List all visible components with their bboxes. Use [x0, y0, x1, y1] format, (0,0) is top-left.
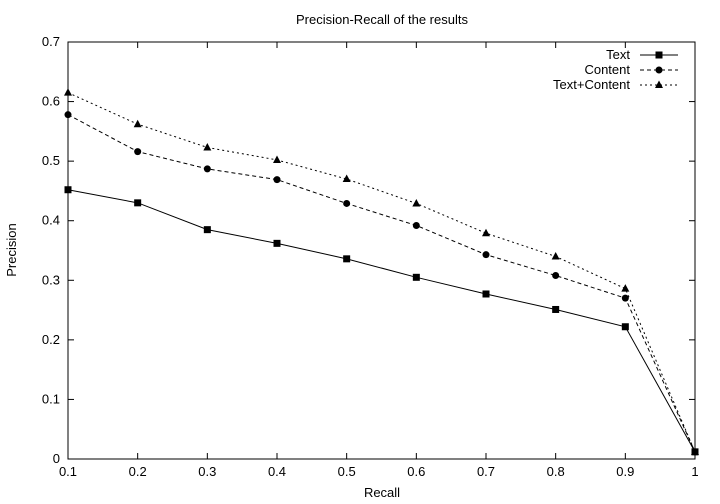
data-point-text-content [691, 447, 699, 455]
x-tick-label: 0.5 [338, 464, 356, 479]
legend-marker [655, 51, 663, 59]
legend-label: Text+Content [553, 77, 630, 92]
series-content [64, 111, 699, 456]
data-point-content [412, 221, 420, 229]
x-tick-label: 0.7 [477, 464, 495, 479]
data-point-text-content [621, 284, 630, 292]
data-point-content [273, 176, 281, 184]
series-line-text-content [67, 92, 696, 453]
x-axis-label: Recall [364, 485, 400, 500]
x-tick-label: 0.1 [59, 464, 77, 479]
y-tick-label: 0.7 [42, 34, 60, 49]
legend-marker [655, 66, 663, 74]
y-axis: 0 0.1 0.2 0.3 0.4 0.5 0.6 0.7 [42, 34, 695, 466]
y-tick-label: 0.2 [42, 332, 60, 347]
series-text-content [64, 88, 699, 455]
data-point-text [203, 226, 211, 234]
data-point-text [273, 239, 281, 247]
x-axis: 0.1 0.2 0.3 0.4 0.5 0.6 0.7 0.8 0.9 1 [59, 42, 699, 479]
x-tick-label: 0.8 [547, 464, 565, 479]
x-tick-label: 1 [691, 464, 698, 479]
chart-title: Precision-Recall of the results [296, 12, 468, 27]
data-point-text [552, 305, 560, 313]
x-tick-label: 0.9 [616, 464, 634, 479]
legend-item-content: Content [584, 62, 678, 77]
x-tick-label: 0.4 [268, 464, 286, 479]
y-tick-label: 0.3 [42, 272, 60, 287]
data-point-text-content [133, 119, 142, 128]
legend-item-text-content: Text+Content [553, 77, 678, 92]
x-tick-label: 0.3 [198, 464, 216, 479]
y-tick-label: 0.6 [42, 94, 60, 109]
data-point-content [203, 165, 211, 173]
x-tick-label: 0.6 [407, 464, 425, 479]
data-point-text-content [342, 174, 351, 183]
x-tick-label: 0.2 [129, 464, 147, 479]
data-point-text-content [482, 228, 490, 237]
data-point-text [343, 255, 351, 263]
data-point-text [64, 186, 72, 194]
y-axis-label: Precision [4, 223, 19, 276]
data-point-text [412, 273, 420, 281]
legend-item-text: Text [606, 47, 678, 62]
data-point-content [482, 251, 490, 259]
data-point-text [134, 199, 142, 207]
y-tick-label: 0 [53, 451, 60, 466]
data-point-content [134, 148, 142, 156]
data-point-text-content [64, 88, 72, 96]
y-tick-label: 0.4 [42, 213, 60, 228]
plot-area-frame [67, 41, 696, 460]
y-tick-label: 0.5 [42, 153, 60, 168]
legend-label: Content [584, 62, 630, 77]
series-line-text [67, 189, 696, 453]
data-point-text-content [412, 198, 421, 207]
data-point-text [621, 323, 629, 331]
data-point-content [64, 111, 72, 119]
data-point-content [343, 199, 351, 207]
series-layer [64, 88, 699, 456]
legend-label: Text [606, 47, 630, 62]
series-text [64, 186, 699, 456]
legend-marker [655, 80, 663, 88]
data-point-text-content [273, 155, 281, 163]
data-point-text-content [551, 251, 560, 260]
data-point-text-content [203, 142, 212, 151]
data-point-text [482, 290, 490, 298]
data-point-content [552, 272, 560, 280]
y-tick-label: 0.1 [42, 391, 60, 406]
series-line-content [67, 114, 696, 453]
data-point-content [621, 294, 629, 302]
